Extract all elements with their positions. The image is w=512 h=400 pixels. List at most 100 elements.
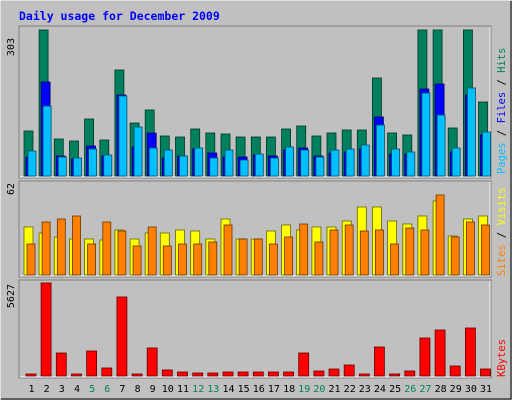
x-tick-label-day-4: 4 (74, 384, 80, 395)
x-tick-label-day-16: 16 (253, 384, 265, 395)
bar-sites-day-14 (223, 224, 233, 276)
panel-kbytes: 5627 KBytes (6, 279, 508, 379)
bar-kbytes-day-1 (25, 373, 37, 377)
bar-sites-day-22 (344, 224, 354, 276)
bar-kbytes-day-25 (389, 373, 401, 377)
bar-sites-day-11 (178, 243, 187, 276)
x-tick-label-day-28: 28 (435, 384, 447, 395)
bar-sites-day-24 (374, 229, 384, 276)
x-tick-label-day-6: 6 (104, 384, 110, 395)
bar-pages-day-12 (194, 147, 204, 177)
bar-sites-day-4 (72, 215, 81, 276)
bar-sites-day-10 (162, 245, 172, 276)
bar-kbytes-day-13 (207, 372, 219, 377)
x-tick-label-day-22: 22 (344, 384, 356, 395)
bar-kbytes-day-31 (480, 368, 491, 377)
bar-pages-day-18 (285, 146, 295, 177)
bar-pages-day-16 (254, 153, 264, 177)
x-tick-label-day-9: 9 (150, 384, 156, 395)
x-tick-label-day-2: 2 (44, 384, 50, 395)
bar-kbytes-day-24 (373, 346, 385, 377)
bar-sites-day-2 (41, 221, 51, 276)
bar-sites-day-8 (132, 245, 142, 276)
bar-kbytes-day-3 (55, 352, 67, 377)
bar-sites-day-16 (253, 238, 263, 276)
x-tick-label-day-13: 13 (207, 384, 219, 395)
bar-pages-day-17 (269, 157, 279, 177)
legend-visits: Visits (496, 187, 508, 225)
bar-sites-day-31 (481, 224, 490, 276)
x-tick-label-day-30: 30 (465, 384, 477, 395)
x-tick-label-day-14: 14 (222, 384, 234, 395)
bar-pages-day-30 (466, 87, 476, 177)
bar-kbytes-day-28 (434, 329, 446, 377)
bar-sites-day-28 (435, 194, 445, 276)
bar-kbytes-day-14 (222, 371, 234, 377)
bar-pages-day-27 (421, 92, 431, 177)
bar-pages-day-5 (88, 148, 97, 177)
x-tick-label-day-17: 17 (268, 384, 280, 395)
bar-sites-day-15 (238, 238, 248, 276)
bar-pages-day-29 (451, 147, 461, 177)
x-tick-label-day-7: 7 (119, 384, 125, 395)
bar-kbytes-day-29 (449, 365, 461, 377)
bar-kbytes-day-8 (131, 373, 143, 377)
x-tick-label-day-12: 12 (192, 384, 204, 395)
x-tick-label-day-3: 3 (59, 384, 65, 395)
bar-kbytes-day-21 (328, 368, 340, 377)
bar-pages-day-22 (345, 148, 355, 177)
x-tick-label-day-5: 5 (89, 384, 95, 395)
bar-pages-day-11 (179, 155, 188, 177)
bar-kbytes-day-18 (283, 371, 295, 377)
bar-kbytes-day-30 (464, 327, 476, 377)
legend-hits-files-pages: Pages / Files / Hits (496, 48, 508, 174)
bar-pages-day-14 (224, 149, 234, 177)
bar-pages-day-3 (57, 156, 67, 177)
bar-kbytes-day-5 (86, 350, 97, 377)
bar-kbytes-day-27 (419, 337, 431, 377)
bar-sites-day-6 (102, 221, 112, 276)
x-tick-label-day-10: 10 (162, 384, 174, 395)
bar-kbytes-day-11 (177, 371, 188, 377)
bar-sites-day-17 (268, 243, 278, 276)
bar-sites-day-18 (284, 236, 294, 276)
bar-sites-day-26 (405, 227, 415, 276)
bar-sites-day-7 (117, 230, 127, 276)
bars-visits-sites (23, 194, 490, 276)
x-tick-label-day-15: 15 (238, 384, 250, 395)
x-tick-label-day-20: 20 (313, 384, 325, 395)
bar-kbytes-day-22 (343, 364, 355, 377)
bar-sites-day-9 (147, 226, 157, 276)
x-axis-day-labels: 1 2 3 4 5 6 7 8 9 10 11 12 13 14 15 16 17 18 19 20 21 22 23 24 2… (28, 384, 492, 395)
bar-kbytes-day-23 (358, 373, 370, 377)
x-tick-label-day-21: 21 (328, 384, 340, 395)
x-tick-label-day-27: 27 (419, 384, 431, 395)
bar-pages-day-19 (300, 149, 310, 177)
bar-kbytes-day-17 (267, 371, 279, 377)
panel-max-label: 5627 (6, 284, 17, 308)
bar-pages-day-7 (118, 95, 128, 177)
legend-separator: / (496, 73, 508, 92)
panel-hits-files-pages: 303 Pages / Files / Hits (6, 25, 508, 179)
legend-files: Files (496, 92, 508, 124)
x-tick-label-day-23: 23 (359, 384, 371, 395)
bars-kbytes (25, 282, 491, 377)
x-tick-label-day-29: 29 (450, 384, 462, 395)
bar-pages-day-13 (209, 157, 219, 177)
chart-title: Daily usage for December 2009 (19, 9, 220, 23)
bar-kbytes-day-2 (40, 282, 52, 377)
bar-sites-day-21 (329, 229, 339, 276)
bar-sites-day-20 (314, 241, 324, 276)
legend-pages: Pages (496, 142, 508, 174)
legend-sites: Sites (496, 244, 508, 276)
bar-sites-day-25 (390, 243, 400, 276)
bar-pages-day-31 (482, 131, 491, 177)
bar-pages-day-28 (436, 114, 446, 177)
bar-sites-day-12 (193, 243, 203, 276)
bar-kbytes-day-10 (161, 369, 173, 377)
bar-sites-day-1 (26, 243, 36, 276)
bar-sites-day-29 (450, 236, 460, 276)
legend-separator: / (496, 123, 508, 142)
bar-pages-day-10 (163, 149, 173, 177)
